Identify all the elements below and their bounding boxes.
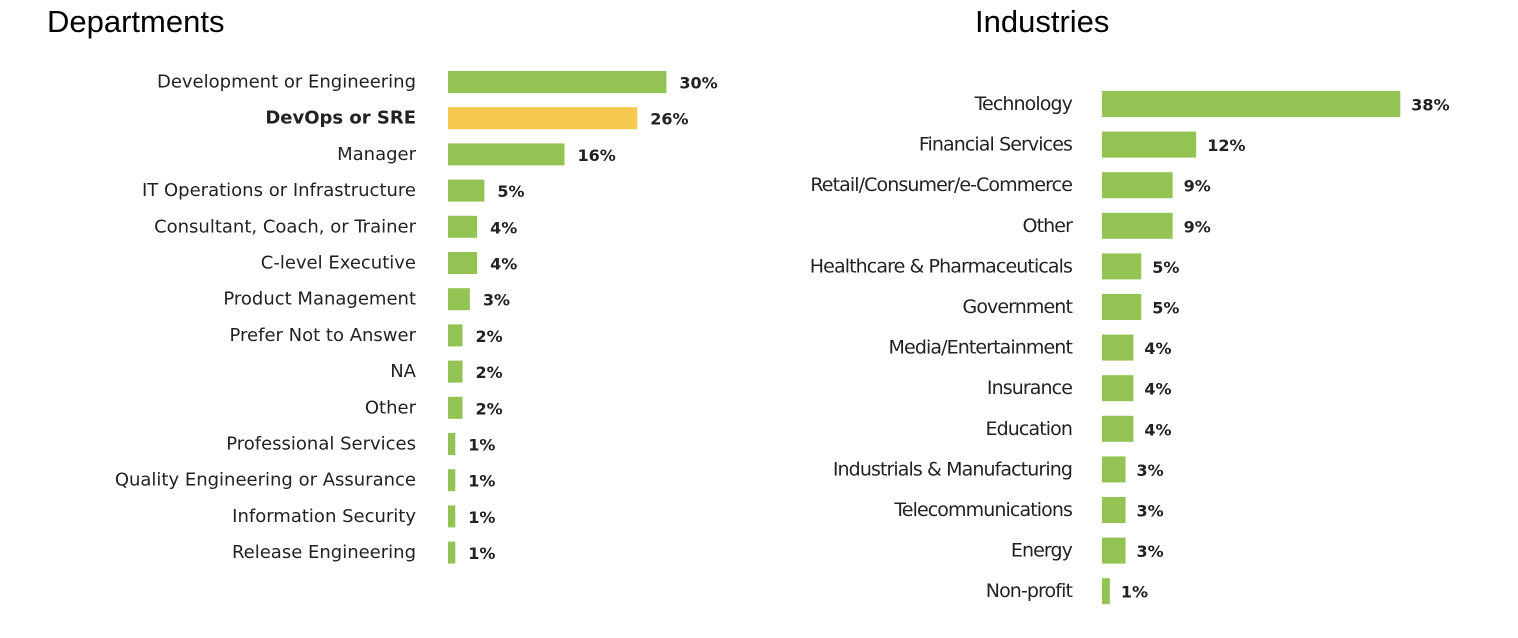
departments-title: Departments <box>47 4 225 39</box>
value-label-na: 2% <box>476 363 503 382</box>
value-label-professional-services: 1% <box>468 436 495 455</box>
category-label-devops-or-sre: DevOps or SRE <box>265 108 416 129</box>
bar-non-profit <box>1102 578 1110 605</box>
category-label-other: Other <box>1023 215 1074 237</box>
bar-insurance <box>1102 375 1134 402</box>
bar-devops-or-sre <box>448 107 638 130</box>
category-label-prefer-not-to-answer: Prefer Not to Answer <box>230 325 417 346</box>
value-label-energy: 3% <box>1137 542 1164 561</box>
category-label-technology: Technology <box>974 93 1073 115</box>
value-label-consultant-coach-or-trainer: 4% <box>490 218 517 237</box>
category-label-energy: Energy <box>1011 540 1073 562</box>
category-label-quality-engineering-or-assurance: Quality Engineering or Assurance <box>115 470 416 491</box>
bar-information-security <box>448 505 456 528</box>
bar-energy <box>1102 537 1126 564</box>
bar-retail-consumer-e-commerce <box>1102 172 1173 199</box>
category-label-financial-services: Financial Services <box>919 134 1072 156</box>
category-label-release-engineering: Release Engineering <box>232 542 416 563</box>
value-label-technology: 38% <box>1411 96 1449 115</box>
value-label-other: 9% <box>1184 217 1211 236</box>
category-label-education: Education <box>986 418 1073 440</box>
value-label-other: 2% <box>476 399 503 418</box>
category-label-other: Other <box>365 397 417 418</box>
bar-other <box>1102 212 1173 239</box>
bar-manager <box>448 143 565 166</box>
value-label-prefer-not-to-answer: 2% <box>476 327 503 346</box>
category-label-it-operations-or-infrastructure: IT Operations or Infrastructure <box>142 180 416 201</box>
category-label-na: NA <box>390 361 416 382</box>
bar-na <box>448 360 463 383</box>
value-label-it-operations-or-infrastructure: 5% <box>497 182 524 201</box>
value-label-quality-engineering-or-assurance: 1% <box>468 472 495 491</box>
category-label-retail-consumer-e-commerce: Retail/Consumer/e-Commerce <box>810 174 1072 196</box>
category-label-manager: Manager <box>337 144 416 165</box>
category-label-government: Government <box>963 296 1073 318</box>
category-label-development-or-engineering: Development or Engineering <box>157 72 416 93</box>
value-label-retail-consumer-e-commerce: 9% <box>1184 177 1211 196</box>
bar-government <box>1102 294 1142 320</box>
category-label-c-level-executive: C-level Executive <box>261 253 416 274</box>
value-label-c-level-executive: 4% <box>490 255 517 274</box>
bar-it-operations-or-infrastructure <box>448 179 485 202</box>
bar-development-or-engineering <box>448 71 667 93</box>
bar-quality-engineering-or-assurance <box>448 469 456 492</box>
industries-title: Industries <box>975 4 1110 39</box>
bar-media-entertainment <box>1102 334 1134 361</box>
bar-c-level-executive <box>448 252 478 274</box>
value-label-manager: 16% <box>577 146 615 165</box>
category-label-insurance: Insurance <box>987 377 1072 399</box>
bar-industrials-manufacturing <box>1102 456 1126 483</box>
category-label-telecommunications: Telecommunications <box>893 499 1072 521</box>
value-label-healthcare-pharmaceuticals: 5% <box>1152 258 1179 277</box>
value-label-industrials-manufacturing: 3% <box>1137 461 1164 480</box>
value-label-education: 4% <box>1144 420 1171 439</box>
bar-release-engineering <box>448 541 456 564</box>
bar-other <box>448 396 463 419</box>
value-label-insurance: 4% <box>1144 380 1171 399</box>
bar-product-management <box>448 288 470 311</box>
category-label-media-entertainment: Media/Entertainment <box>889 337 1073 359</box>
category-label-product-management: Product Management <box>223 289 416 310</box>
industries-chart: Technology 38% Financial Services 12% Retail… <box>810 91 1450 605</box>
value-label-devops-or-sre: 26% <box>650 110 688 129</box>
bar-prefer-not-to-answer <box>448 324 463 347</box>
bar-education <box>1102 415 1134 442</box>
value-label-product-management: 3% <box>483 291 510 310</box>
category-label-healthcare-pharmaceuticals: Healthcare & Pharmaceuticals <box>810 255 1072 277</box>
value-label-development-or-engineering: 30% <box>679 74 717 93</box>
value-label-telecommunications: 3% <box>1137 502 1164 521</box>
category-label-consultant-coach-or-trainer: Consultant, Coach, or Trainer <box>154 216 417 237</box>
category-label-industrials-manufacturing: Industrials & Manufacturing <box>833 458 1072 480</box>
value-label-non-profit: 1% <box>1121 583 1148 602</box>
bar-consultant-coach-or-trainer <box>448 215 478 238</box>
category-label-information-security: Information Security <box>232 506 416 527</box>
value-label-release-engineering: 1% <box>468 544 495 563</box>
category-label-non-profit: Non-profit <box>986 580 1073 602</box>
bar-technology <box>1102 91 1401 117</box>
bar-financial-services <box>1102 131 1197 158</box>
bar-telecommunications <box>1102 497 1126 523</box>
departments-chart: Development or Engineering 30% DevOps or S… <box>115 71 718 564</box>
value-label-financial-services: 12% <box>1207 136 1245 155</box>
bar-professional-services <box>448 433 456 455</box>
value-label-media-entertainment: 4% <box>1144 339 1171 358</box>
bar-healthcare-pharmaceuticals <box>1102 253 1142 280</box>
value-label-information-security: 1% <box>468 508 495 527</box>
category-label-professional-services: Professional Services <box>226 434 416 455</box>
value-label-government: 5% <box>1152 299 1179 318</box>
